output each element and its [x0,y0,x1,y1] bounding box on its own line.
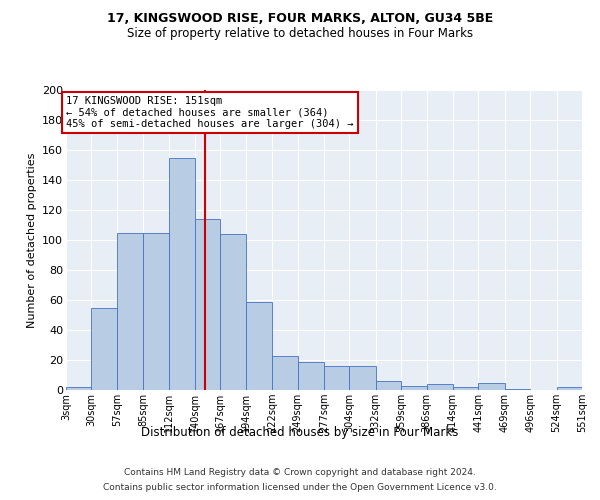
Bar [505,388,530,390]
Text: Contains public sector information licensed under the Open Government Licence v3: Contains public sector information licen… [103,483,497,492]
Bar [349,366,376,390]
Bar [169,158,195,390]
Bar [195,219,220,390]
Text: 17, KINGSWOOD RISE, FOUR MARKS, ALTON, GU34 5BE: 17, KINGSWOOD RISE, FOUR MARKS, ALTON, G… [107,12,493,26]
Bar [143,232,169,390]
Bar [220,234,246,390]
Bar [66,387,91,390]
Bar [272,356,298,390]
Bar [246,302,272,390]
Y-axis label: Number of detached properties: Number of detached properties [26,152,37,328]
Text: Size of property relative to detached houses in Four Marks: Size of property relative to detached ho… [127,28,473,40]
Bar [401,386,427,390]
Bar [453,387,478,390]
Text: Distribution of detached houses by size in Four Marks: Distribution of detached houses by size … [142,426,458,439]
Bar [478,382,505,390]
Text: 17 KINGSWOOD RISE: 151sqm
← 54% of detached houses are smaller (364)
45% of semi: 17 KINGSWOOD RISE: 151sqm ← 54% of detac… [66,96,353,129]
Bar [427,384,453,390]
Text: Contains HM Land Registry data © Crown copyright and database right 2024.: Contains HM Land Registry data © Crown c… [124,468,476,477]
Bar [376,381,401,390]
Bar [298,362,324,390]
Bar [557,387,582,390]
Bar [91,308,117,390]
Bar [117,232,143,390]
Bar [324,366,349,390]
